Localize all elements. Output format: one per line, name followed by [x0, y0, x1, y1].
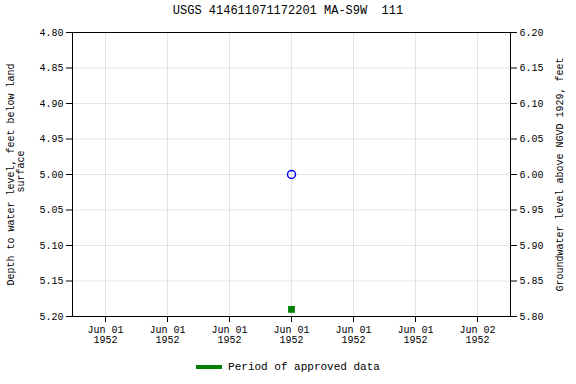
svg-text:6.20: 6.20: [520, 28, 544, 39]
svg-text:4.95: 4.95: [39, 134, 63, 145]
svg-text:5.00: 5.00: [39, 170, 63, 181]
svg-text:4.90: 4.90: [39, 99, 63, 110]
html-text:USGS 414611071172201 MA-S9W 11: USGS 414611071172201 MA-S9W 111: [172, 4, 404, 18]
svg-text:6.15: 6.15: [520, 63, 544, 74]
svg-text:Jun 011952: Jun 011952: [87, 325, 123, 346]
svg-text:5.05: 5.05: [39, 205, 63, 216]
svg-text:Jun 011952: Jun 011952: [335, 325, 371, 346]
svg-text:Jun 021952: Jun 021952: [459, 325, 495, 346]
svg-text:5.95: 5.95: [520, 205, 544, 216]
svg-text:6.10: 6.10: [520, 99, 544, 110]
svg-text:Groundwater level above NGVD 1: Groundwater level above NGVD 1929, feet: [555, 57, 566, 291]
svg-text:4.85: 4.85: [39, 63, 63, 74]
html-text:Period of approved data: Period of approved data: [228, 361, 380, 373]
svg-text:5.10: 5.10: [39, 241, 63, 252]
svg-text:Jun 011952: Jun 011952: [273, 325, 309, 346]
svg-text:4.80: 4.80: [39, 28, 63, 39]
svg-text:Jun 011952: Jun 011952: [211, 325, 247, 346]
svg-text:5.85: 5.85: [520, 276, 544, 287]
svg-text:5.80: 5.80: [520, 312, 544, 323]
svg-text:6.00: 6.00: [520, 170, 544, 181]
svg-text:6.05: 6.05: [520, 134, 544, 145]
svg-text:Jun 011952: Jun 011952: [397, 325, 433, 346]
svg-text:Depth to water level, feet bel: Depth to water level, feet below land su…: [6, 63, 27, 285]
svg-text:5.15: 5.15: [39, 276, 63, 287]
svg-text:5.20: 5.20: [39, 312, 63, 323]
svg-text:Jun 011952: Jun 011952: [149, 325, 185, 346]
svg-text:5.90: 5.90: [520, 241, 544, 252]
